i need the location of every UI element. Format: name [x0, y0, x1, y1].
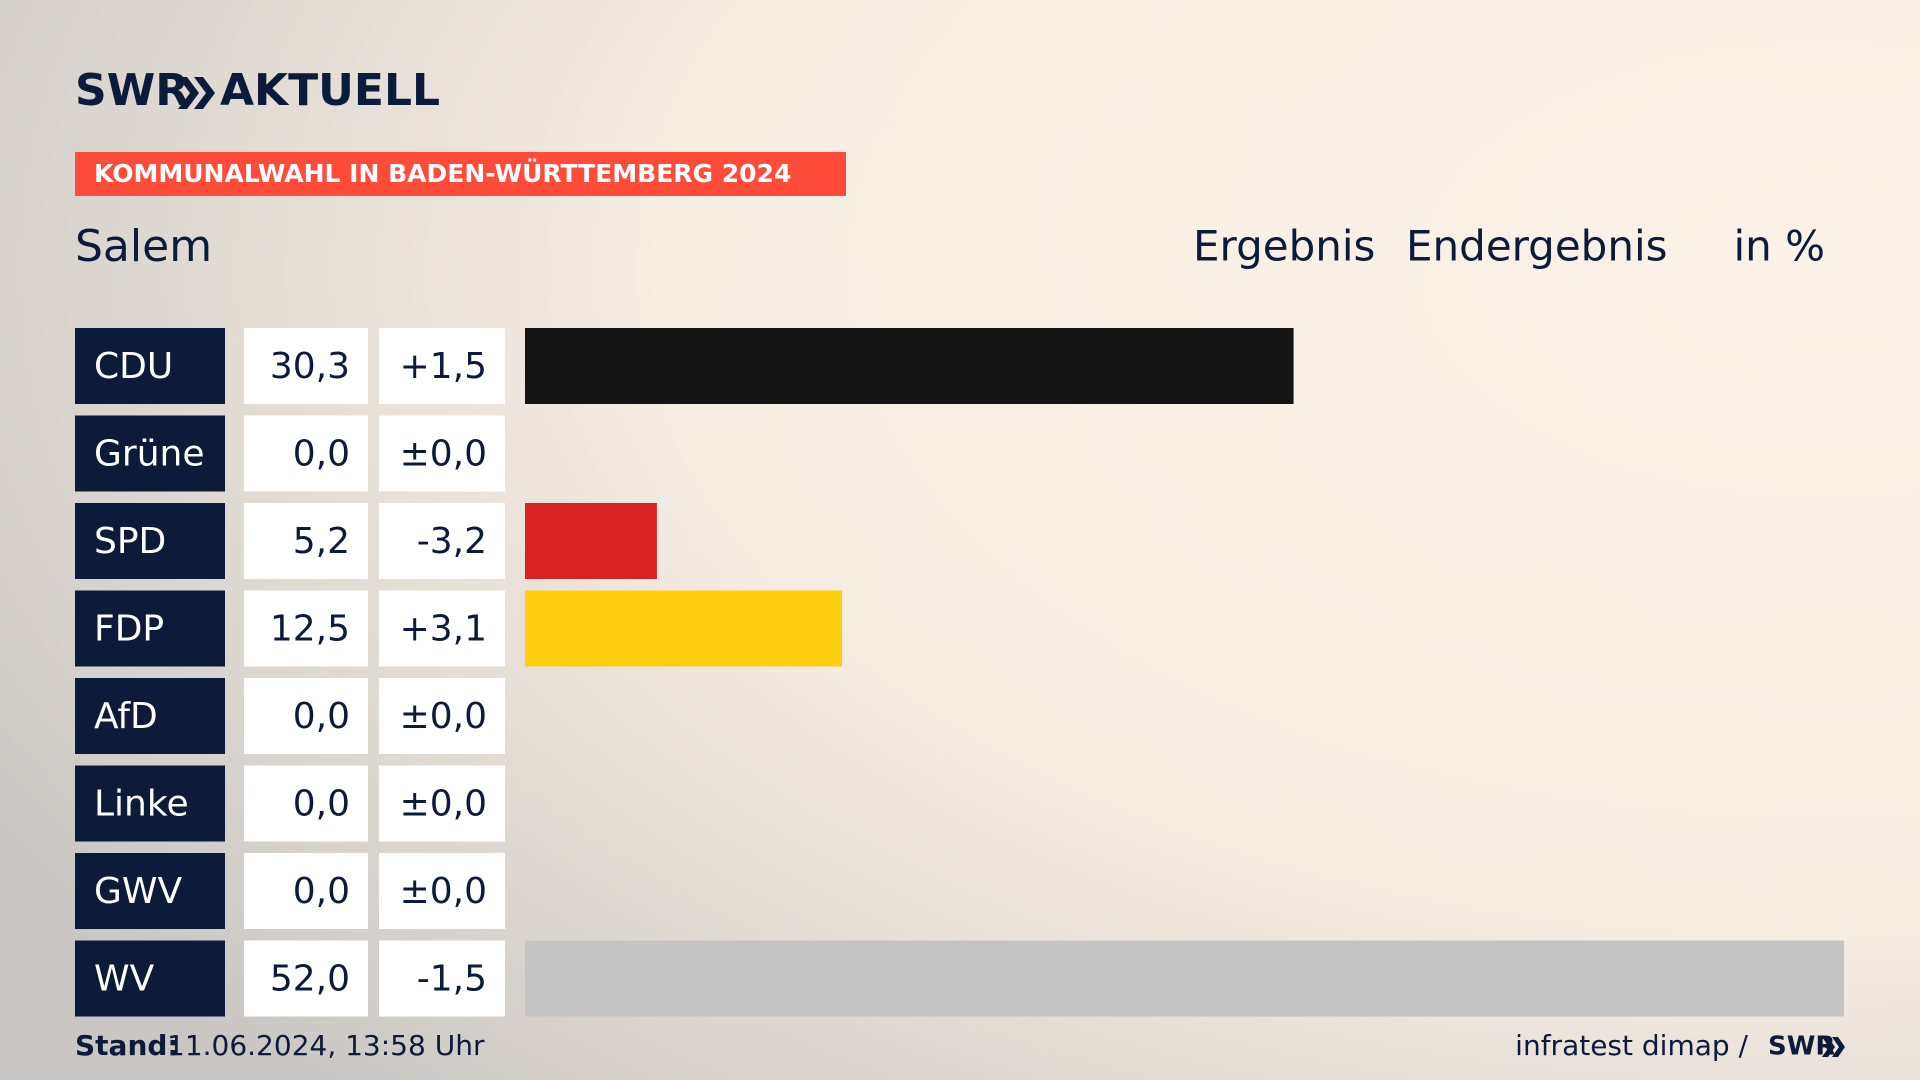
party-box: [75, 765, 225, 842]
value-box: [244, 765, 368, 842]
value-label: 12,5: [270, 609, 350, 650]
value-box: [244, 415, 368, 492]
party-label: CDU: [94, 346, 173, 387]
change-label: +1,5: [400, 346, 487, 387]
value-label: 30,3: [270, 346, 350, 387]
party-label: AfD: [94, 696, 158, 737]
party-label: WV: [94, 959, 155, 1000]
value-label: 5,2: [293, 521, 350, 562]
banner-text: KOMMUNALWAHL IN BADEN-WÜRTTEMBERG 2024: [94, 158, 791, 188]
change-label: ±0,0: [400, 696, 487, 737]
change-box: [379, 503, 505, 579]
column-header: in %: [1733, 222, 1825, 271]
value-label: 0,0: [293, 784, 350, 825]
change-box: [379, 678, 505, 754]
value-box: [244, 590, 368, 667]
source-chevrons: [1822, 1037, 1845, 1057]
column-header: Endergebnis: [1406, 222, 1668, 271]
chevrons: [178, 77, 215, 109]
change-label: ±0,0: [400, 784, 487, 825]
value-label: 52,0: [270, 959, 350, 1000]
bar: [525, 940, 1844, 1017]
party-box: [75, 590, 225, 667]
change-label: ±0,0: [400, 871, 487, 912]
logo: SWR AKTUELL: [75, 65, 440, 116]
value-box: [244, 940, 368, 1017]
chart-title: Salem: [75, 221, 212, 272]
brand: SWR: [75, 65, 189, 116]
bar: [525, 590, 843, 667]
change-box: [379, 328, 505, 404]
banner: [75, 152, 846, 196]
value-box: [244, 678, 368, 754]
column-header: Ergebnis: [1193, 222, 1375, 271]
party-label: SPD: [94, 521, 166, 562]
change-box: [379, 415, 505, 492]
party-box: [75, 940, 225, 1017]
party-box: [75, 415, 225, 492]
bar: [525, 328, 1294, 404]
party-label: Linke: [94, 784, 189, 825]
change-box: [379, 765, 505, 842]
party-label: GWV: [94, 871, 182, 912]
product: AKTUELL: [220, 65, 440, 116]
value-box: [244, 853, 368, 929]
change-box: [379, 940, 505, 1017]
value-box: [244, 503, 368, 579]
value-box: [244, 328, 368, 404]
stand-label: Stand:: [75, 1029, 179, 1062]
value-label: 0,0: [293, 871, 350, 912]
change-label: -3,2: [417, 521, 487, 562]
party-box: [75, 503, 225, 579]
value-label: 0,0: [293, 434, 350, 475]
change-box: [379, 853, 505, 929]
change-label: -1,5: [417, 959, 487, 1000]
party-box: [75, 678, 225, 754]
value-label: 0,0: [293, 696, 350, 737]
change-box: [379, 590, 505, 667]
party-box: [75, 853, 225, 929]
party-box: [75, 328, 225, 404]
bar: [525, 503, 657, 579]
stand: 11.06.2024, 13:58 Uhr: [167, 1029, 485, 1062]
source: infratest dimap /: [1515, 1029, 1748, 1062]
change-label: +3,1: [400, 609, 487, 650]
party-label: Grüne: [94, 434, 204, 475]
change-label: ±0,0: [400, 434, 487, 475]
party-label: FDP: [94, 609, 164, 650]
